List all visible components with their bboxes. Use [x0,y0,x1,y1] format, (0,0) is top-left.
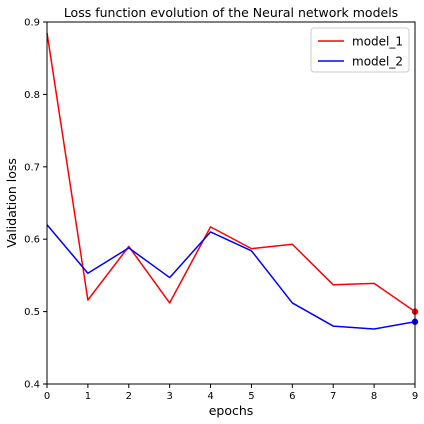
x-axis-label: epochs [209,403,254,418]
x-tick-label: 6 [289,391,295,402]
x-tick-label: 3 [166,391,172,402]
x-tick-label: 8 [371,391,377,402]
y-tick-label: 0.4 [24,380,40,391]
legend-entry-label: model_1 [352,35,403,49]
x-tick-label: 9 [412,391,418,402]
y-tick-label: 0.9 [24,18,40,29]
y-tick-label: 0.8 [24,90,40,101]
chart-title: Loss function evolution of the Neural ne… [64,5,398,20]
x-tick-label: 1 [85,391,91,402]
series-layer [47,33,418,329]
y-axis-ticks: 0.4 0.5 0.6 0.7 0.8 0.9 [24,18,47,391]
y-tick-label: 0.5 [24,307,40,318]
x-tick-label: 4 [207,391,213,402]
y-tick-label: 0.7 [24,162,40,173]
plot-frame [47,22,415,384]
legend: model_1 model_2 [311,28,409,72]
x-tick-label: 5 [248,391,254,402]
legend-entry-label: model_2 [352,55,403,69]
x-axis-ticks: 0 1 2 3 4 5 6 7 8 9 [44,384,418,402]
series-line-model-2 [47,225,415,329]
y-tick-label: 0.6 [24,235,40,246]
series-line-model-1 [47,33,415,312]
y-axis-label: Validation loss [4,158,19,248]
x-tick-label: 0 [44,391,50,402]
x-tick-label: 2 [126,391,132,402]
x-tick-label: 7 [330,391,336,402]
